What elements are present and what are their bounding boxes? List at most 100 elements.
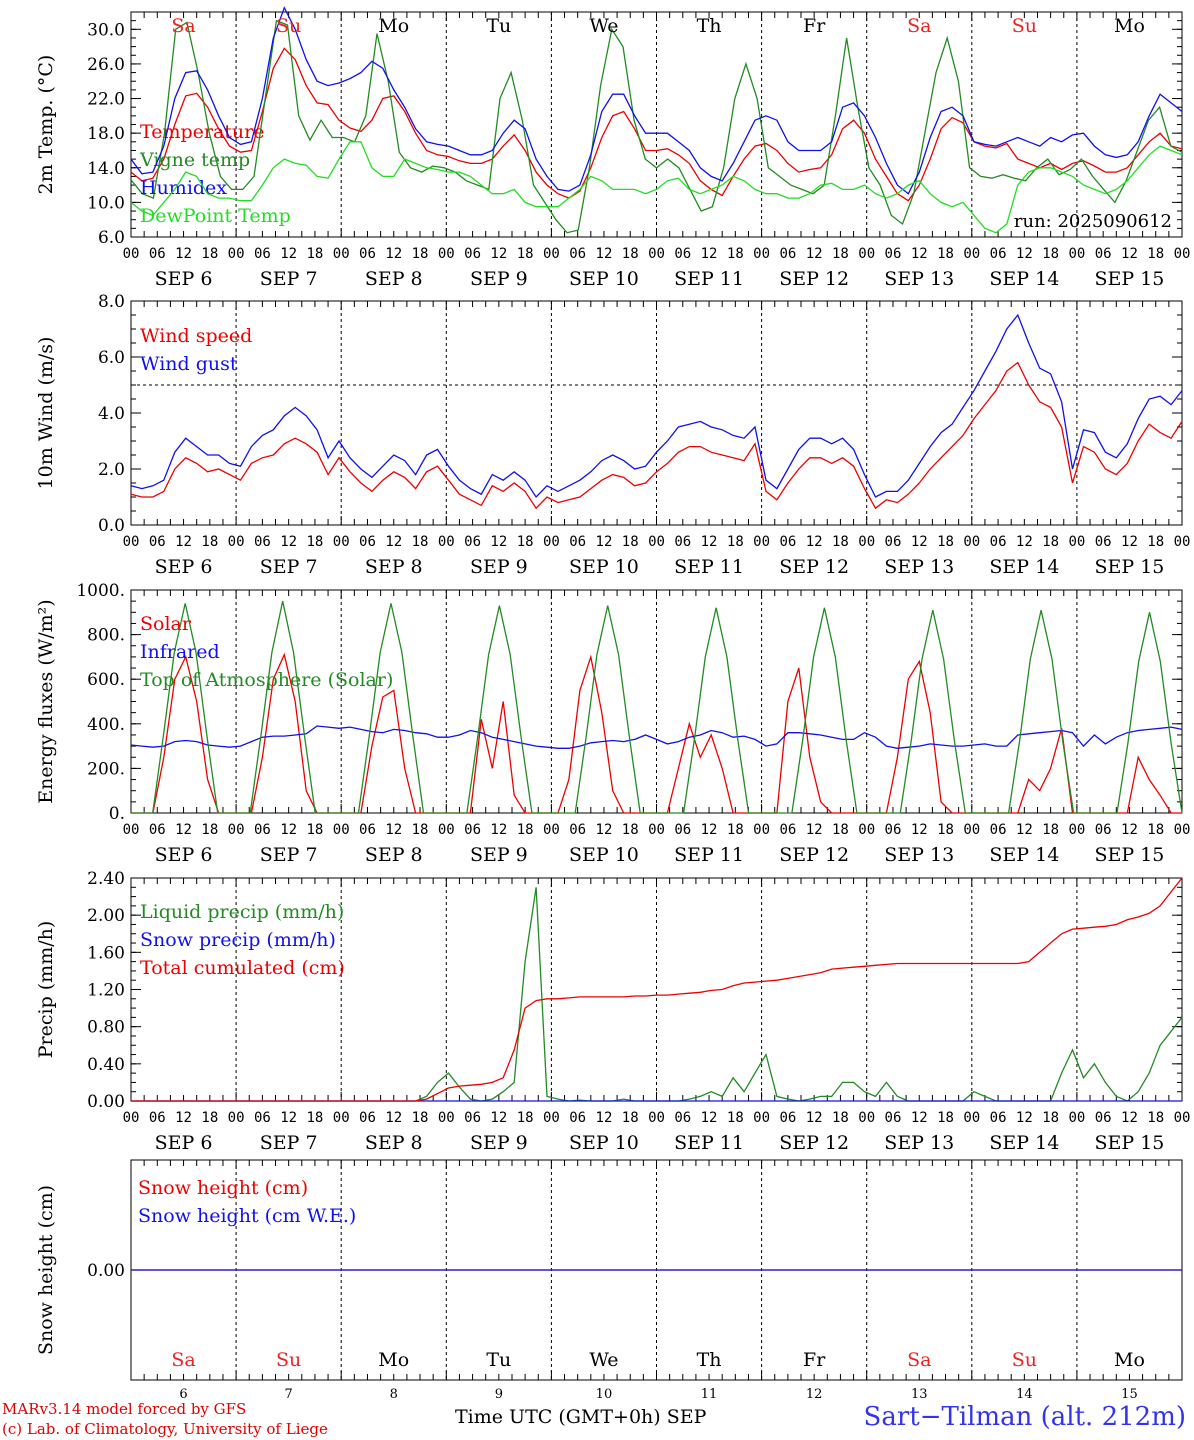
hour-tick-label: 18 [201, 1110, 218, 1126]
hour-tick-label: 12 [701, 1110, 718, 1126]
hour-tick-label: 18 [727, 822, 744, 838]
date-label: SEP 12 [779, 844, 849, 866]
hour-tick-label: 12 [1016, 1110, 1033, 1126]
hour-tick-label: 06 [885, 246, 902, 262]
hour-tick-label: 00 [333, 534, 350, 550]
weekday-label: Mo [1114, 15, 1145, 37]
y-tick-label: 0.40 [87, 1055, 125, 1075]
hour-tick-label: 00 [963, 534, 980, 550]
date-label: SEP 9 [470, 556, 528, 578]
series-line-2 [130, 19, 1183, 234]
hour-tick-label: 06 [254, 822, 271, 838]
date-label: SEP 13 [884, 1132, 954, 1154]
hour-tick-label: 06 [990, 534, 1007, 550]
station-name: Sart−Tilman (alt. 212m) [863, 1402, 1186, 1432]
hour-tick-label: 06 [885, 1110, 902, 1126]
day-number-label: 15 [1121, 1387, 1138, 1400]
hour-tick-label: 18 [1042, 246, 1059, 262]
weekday-label: Sa [907, 15, 931, 37]
y-axis-label: Precip (mm/h) [35, 921, 57, 1059]
date-label: SEP 9 [470, 844, 528, 866]
weekday-label: Th [697, 15, 722, 37]
hour-tick-label: 12 [911, 1110, 928, 1126]
hour-tick-label: 00 [648, 1110, 665, 1126]
hour-tick-label: 12 [701, 534, 718, 550]
hour-tick-label: 06 [359, 1110, 376, 1126]
legend-entry: Total cumulated (cm) [140, 957, 345, 979]
hour-tick-label: 18 [937, 1110, 954, 1126]
panel-2: 0.0 2.0 4.0 6.0 8.0 10m Wind (m/s) Wind speed W… [35, 292, 1190, 578]
legend-entry: Infrared [140, 641, 220, 663]
hour-tick-label: 12 [596, 822, 613, 838]
hour-tick-label: 06 [779, 822, 796, 838]
hour-tick-label: 18 [1042, 822, 1059, 838]
hour-tick-label: 06 [359, 534, 376, 550]
date-label: SEP 9 [470, 1132, 528, 1154]
day-number-label: 8 [390, 1387, 398, 1400]
time-axis-label: Time UTC (GMT+0h) SEP [455, 1406, 707, 1428]
weekday-label: We [589, 15, 618, 37]
weekday-label: Tu [486, 15, 511, 37]
series-line-2 [130, 313, 1183, 499]
plot-frame [130, 11, 1183, 238]
weekday-label: Sa [171, 1349, 195, 1371]
date-label: SEP 12 [779, 556, 849, 578]
hour-tick-label: 18 [517, 534, 534, 550]
hour-tick-label: 18 [517, 246, 534, 262]
date-label: SEP 15 [1095, 1132, 1165, 1154]
series-line-1 [130, 47, 1183, 202]
hour-tick-label: 18 [201, 246, 218, 262]
date-label: SEP 11 [674, 556, 744, 578]
hour-tick-label: 00 [648, 822, 665, 838]
y-tick-label: 1000. [76, 581, 125, 601]
hour-tick-label: 06 [359, 822, 376, 838]
hour-tick-label: 18 [306, 1110, 323, 1126]
hour-tick-label: 18 [1147, 246, 1164, 262]
series-line-4 [130, 141, 1183, 234]
date-label: SEP 7 [260, 1132, 318, 1154]
hour-tick-label: 18 [622, 822, 639, 838]
run-label: run: 2025090612 [1014, 211, 1172, 232]
lab-credit: (c) Lab. of Climatology, University of L… [2, 1420, 328, 1438]
hour-tick-label: 18 [517, 822, 534, 838]
hour-tick-label: 00 [438, 1110, 455, 1126]
hour-tick-label: 18 [306, 822, 323, 838]
hour-tick-label: 00 [753, 246, 770, 262]
y-tick-label: 6.0 [98, 228, 125, 248]
hour-tick-label: 12 [596, 1110, 613, 1126]
y-tick-label: 0.00 [87, 1092, 125, 1112]
weekday-label: Su [276, 1349, 301, 1371]
hour-tick-label: 06 [464, 1110, 481, 1126]
hour-tick-label: 06 [569, 1110, 586, 1126]
y-axis-label: 2m Temp. (°C) [35, 55, 57, 195]
weekday-label: Sa [907, 1349, 931, 1371]
hour-tick-label: 06 [1095, 822, 1112, 838]
date-label: SEP 13 [884, 268, 954, 290]
hour-tick-label: 06 [674, 534, 691, 550]
hour-tick-label: 18 [727, 534, 744, 550]
day-number-label: 6 [179, 1387, 187, 1400]
hour-tick-label: 00 [858, 534, 875, 550]
hour-tick-label: 06 [569, 822, 586, 838]
hour-tick-label: 06 [885, 534, 902, 550]
legend-entry: Top of Atmosphere (Solar) [140, 669, 393, 691]
y-tick-label: 1.20 [87, 981, 125, 1001]
date-label: SEP 10 [569, 268, 639, 290]
hour-tick-label: 06 [464, 246, 481, 262]
date-label: SEP 15 [1095, 844, 1165, 866]
weekday-label: Mo [378, 15, 409, 37]
panel-3: 0. 200. 400. 600. 800. 1000. Energy fluxes (W/… [35, 581, 1190, 866]
legend-entry: Wind gust [140, 353, 238, 375]
legend-entry: Liquid precip (mm/h) [140, 901, 344, 923]
hour-tick-label: 00 [648, 246, 665, 262]
hour-tick-label: 00 [1068, 1110, 1085, 1126]
hour-tick-label: 00 [1068, 534, 1085, 550]
hour-tick-label: 06 [1095, 246, 1112, 262]
weekday-label: Su [276, 15, 301, 37]
legend-entry: Humidex [140, 177, 227, 199]
hour-tick-label: 00 [753, 534, 770, 550]
hour-tick-label: 18 [517, 1110, 534, 1126]
hour-tick-label: 12 [806, 246, 823, 262]
date-label: SEP 7 [260, 268, 318, 290]
weekday-label: Tu [486, 1349, 511, 1371]
